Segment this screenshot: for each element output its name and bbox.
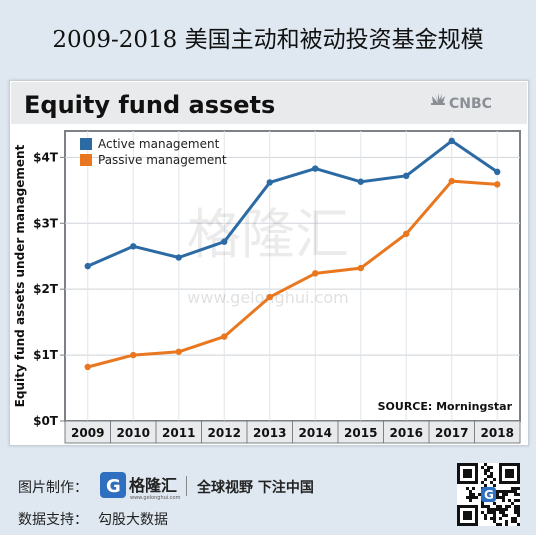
gelonghui-logo: G 格隆汇 www.gelonghui.com — [100, 472, 181, 501]
data-point-active — [403, 172, 410, 180]
cnbc-brand-label: CNBC — [449, 96, 492, 112]
chart-title: Equity fund assets — [24, 91, 275, 119]
y-tick-label: $1T — [33, 348, 59, 362]
slogan: 全球视野 下注中国 — [197, 480, 314, 496]
data-point-passive — [84, 363, 91, 371]
chart-panel: Equity fund assets CNBC $0T $1T $2T $3T $4T … — [9, 80, 529, 446]
data-point-active — [357, 178, 364, 185]
legend-label-passive: Passive management — [98, 153, 227, 167]
data-point-passive — [312, 270, 319, 277]
data-point-passive — [221, 333, 228, 340]
y-tick-label: $3T — [33, 216, 59, 230]
x-tick-label: 2017 — [435, 426, 468, 440]
data-point-active — [221, 238, 228, 245]
series-line-passive — [87, 179, 498, 369]
data-point-passive — [266, 293, 273, 301]
svg-text:G: G — [484, 488, 494, 502]
x-axis-ticks: 2009 2010 2011 2012 2013 2014 2015 2016 2017 2018 — [71, 421, 514, 443]
gelonghui-g-icon — [100, 472, 126, 498]
data-point-active — [448, 137, 455, 145]
x-tick-label: 2009 — [71, 426, 104, 440]
data-point-active — [266, 179, 273, 186]
data-support-label: 数据支持： — [18, 512, 88, 528]
legend-swatch-passive — [80, 154, 92, 166]
data-point-active — [130, 243, 137, 250]
x-tick-label: 2018 — [481, 426, 514, 440]
footer-divider — [186, 476, 187, 496]
svg-text:G: G — [106, 476, 121, 497]
data-point-passive — [494, 181, 501, 188]
x-tick-label: 2016 — [390, 426, 423, 440]
x-tick-label: 2013 — [253, 426, 286, 440]
x-tick-label: 2011 — [162, 426, 195, 440]
data-point-passive — [357, 264, 364, 272]
source-note: SOURCE: Morningstar — [378, 400, 513, 413]
series-line-active — [87, 139, 499, 268]
series — [84, 137, 501, 371]
qr-code-icon[interactable]: G — [457, 463, 520, 526]
legend: Active management Passive management — [80, 137, 227, 167]
watermark-text: 格隆汇 — [187, 203, 349, 266]
credit-label: 图片制作： — [18, 480, 88, 496]
x-tick-label: 2014 — [299, 426, 332, 440]
page-title: 2009-2018 美国主动和被动投资基金规模 — [52, 27, 484, 53]
y-tick-label: $2T — [33, 282, 59, 296]
data-point-passive — [175, 348, 182, 355]
legend-label-active: Active management — [98, 137, 220, 151]
x-tick-label: 2015 — [344, 426, 377, 440]
data-source: 勾股大数据 — [98, 512, 168, 528]
data-point-passive — [130, 351, 137, 359]
y-tick-label: $4T — [33, 150, 59, 164]
y-axis-ticks: $0T $1T $2T $3T $4T — [33, 150, 65, 428]
data-point-passive — [403, 230, 410, 238]
x-tick-label: 2010 — [117, 426, 150, 440]
y-tick-label: $0T — [33, 414, 59, 428]
data-point-active — [175, 254, 182, 261]
data-point-active — [312, 165, 319, 172]
logo-url: www.gelonghui.com — [130, 495, 181, 501]
data-point-active — [84, 262, 91, 270]
equity-fund-chart: Equity fund assets CNBC $0T$1T$2T$3T$4T … — [11, 82, 527, 444]
logo-text: 格隆汇 — [129, 476, 177, 495]
legend-swatch-active — [80, 138, 92, 150]
data-point-passive — [448, 177, 455, 185]
y-axis-label: Equity fund assets under management — [13, 144, 27, 407]
cnbc-peacock-icon — [431, 93, 445, 105]
footer: 图片制作： G 格隆汇 www.gelonghui.com 全球视野 下注中国 … — [0, 450, 536, 535]
x-tick-label: 2012 — [208, 426, 241, 440]
data-point-active — [494, 168, 501, 176]
